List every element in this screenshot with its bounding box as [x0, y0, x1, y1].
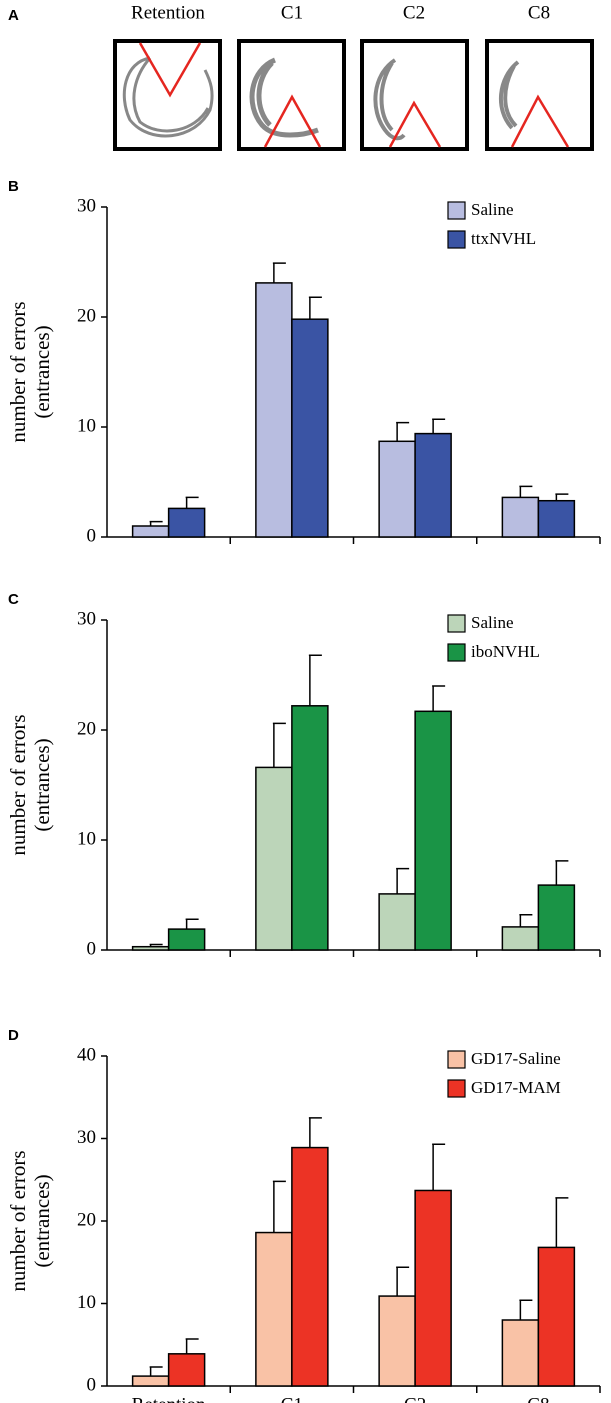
error-bar [396, 421, 410, 442]
error-bar [272, 722, 286, 768]
x-tick-label: C1 [281, 1394, 303, 1403]
legend-label: GD17-Saline [471, 1049, 561, 1068]
x-tick-label: C8 [527, 1394, 549, 1403]
panel-title: C8 [528, 2, 550, 23]
legend-swatch [447, 1050, 466, 1069]
bar [414, 1189, 452, 1387]
error-bar [272, 1180, 286, 1233]
y-tick-label: 20 [77, 305, 96, 326]
error-bar [519, 914, 533, 927]
error-bar [555, 1197, 569, 1248]
panel-title: C2 [403, 2, 425, 23]
panel-label: D [8, 1027, 19, 1044]
y-axis-label: number of errors [6, 1150, 30, 1291]
error-bar [149, 943, 163, 947]
bar [131, 525, 170, 538]
bar [501, 926, 540, 951]
error-bar [396, 1266, 410, 1297]
legend-label: ttxNVHL [471, 229, 536, 248]
bar [537, 499, 576, 538]
bar [255, 766, 293, 951]
x-tick-label: Retention [132, 1394, 206, 1403]
y-tick-label: 10 [77, 1292, 96, 1313]
panel-title: C1 [281, 2, 303, 23]
bar [537, 884, 576, 951]
legend-label: Saline [471, 200, 514, 219]
error-bar [396, 867, 410, 894]
arena-boxes [113, 39, 594, 151]
y-axis-label: number of errors [6, 714, 30, 855]
error-bar [308, 1117, 322, 1148]
bar [537, 1246, 576, 1387]
legend-swatch [447, 1079, 466, 1098]
bar [414, 432, 452, 538]
y-tick-label: 30 [77, 608, 96, 629]
legend-label: Saline [471, 613, 514, 632]
panel-label: A [8, 7, 19, 24]
error-bar [149, 520, 163, 526]
legend-label: GD17-MAM [471, 1078, 561, 1097]
bar [414, 710, 452, 951]
panel-label: C [8, 591, 19, 608]
legend-swatch [447, 201, 466, 220]
bar [291, 1146, 329, 1387]
error-bar [149, 1366, 163, 1377]
y-tick-label: 0 [87, 1374, 97, 1395]
error-bar [185, 1338, 199, 1354]
error-bar [555, 493, 569, 501]
y-axis-label: number of errors [6, 301, 30, 442]
legend-swatch [447, 643, 466, 662]
y-axis-label: (entrances) [30, 738, 54, 831]
error-bar [519, 1299, 533, 1320]
bar [501, 496, 540, 538]
y-tick-label: 0 [87, 525, 97, 546]
error-bar [432, 1143, 446, 1191]
bar [167, 928, 206, 951]
x-tick-label: C2 [404, 1394, 426, 1403]
legend-swatch [447, 230, 466, 249]
panel-label: B [8, 178, 19, 195]
bar [378, 893, 416, 951]
bar [167, 1353, 206, 1387]
bar [378, 1295, 416, 1387]
error-bar [185, 918, 199, 930]
bar [131, 945, 170, 951]
bar [501, 1319, 540, 1387]
bar [255, 282, 293, 538]
bar [291, 705, 329, 951]
error-bar [519, 485, 533, 498]
y-tick-label: 20 [77, 1209, 96, 1230]
y-tick-label: 0 [87, 938, 97, 959]
error-bar [308, 296, 322, 320]
panel-title: Retention [131, 2, 205, 23]
error-bar [272, 262, 286, 283]
error-bar [432, 418, 446, 434]
legend-swatch [447, 614, 466, 633]
legend-label: iboNVHL [471, 642, 540, 661]
y-tick-label: 40 [77, 1044, 96, 1065]
y-tick-label: 10 [77, 415, 96, 436]
y-tick-label: 30 [77, 1127, 96, 1148]
y-tick-label: 30 [77, 195, 96, 216]
bar [131, 1375, 170, 1387]
error-bar [555, 860, 569, 886]
error-bar [308, 654, 322, 706]
y-tick-label: 20 [77, 718, 96, 739]
y-axis-label: (entrances) [30, 325, 54, 418]
error-bar [432, 685, 446, 712]
error-bar [185, 496, 199, 509]
bar [291, 318, 329, 538]
bar [378, 440, 416, 538]
bar [167, 507, 206, 538]
bar [255, 1231, 293, 1387]
y-axis-label: (entrances) [30, 1174, 54, 1267]
y-tick-label: 10 [77, 828, 96, 849]
